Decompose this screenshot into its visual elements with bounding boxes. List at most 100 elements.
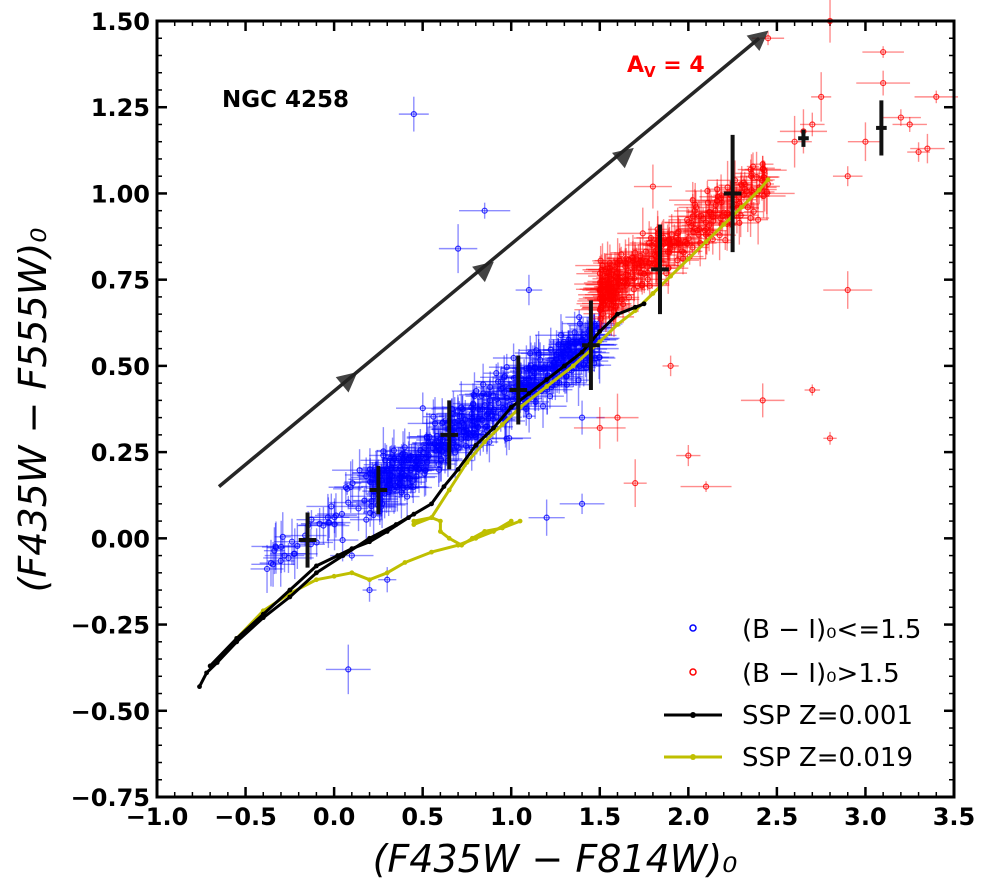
ssp-z0001-branch-dot: [260, 611, 266, 617]
x-tick-label: 3.5: [933, 803, 976, 831]
ssp-z0001-track-dot: [641, 301, 647, 307]
ssp-z0019-track-blue-end-dot: [508, 518, 514, 524]
red-point: [689, 244, 696, 251]
blue-point: [486, 397, 493, 404]
red-point: [618, 251, 625, 258]
blue-point: [404, 493, 411, 500]
red-point: [809, 121, 816, 128]
y-tick-label: 1.00: [91, 180, 150, 208]
blue-point: [380, 452, 387, 459]
blue-point: [595, 354, 603, 361]
red-point: [748, 186, 755, 194]
blue-point: [485, 391, 493, 398]
red-point: [689, 213, 696, 220]
ssp-z0019-track-dot: [650, 291, 656, 296]
ssp-z0019-loop-dot: [411, 518, 417, 524]
ssp-z0001-branch-dot: [207, 663, 213, 669]
reddening-vector-line: [217, 36, 761, 488]
blue-point: [480, 381, 487, 388]
blue-point: [525, 375, 532, 382]
blue-point: [499, 405, 506, 412]
y-tick-label: −0.50: [71, 698, 150, 726]
ssp-z0019-loop-dot: [499, 525, 505, 531]
blue-point: [526, 413, 533, 420]
ssp-z0019-loop-dot: [459, 542, 465, 548]
red-point: [622, 263, 629, 270]
blue-point: [380, 448, 387, 455]
blue-point: [277, 557, 284, 565]
red-point: [612, 304, 619, 311]
red-point: [682, 238, 689, 245]
ssp-z0001-branch-dot: [384, 529, 390, 534]
blue-point: [563, 381, 570, 388]
red-point: [712, 207, 719, 214]
red-point: [722, 237, 729, 244]
blue-point: [506, 435, 513, 442]
ssp-z0019-track-dot: [668, 273, 674, 279]
blue-point: [489, 415, 496, 423]
red-point: [809, 386, 816, 394]
blue-point: [571, 329, 578, 336]
blue-point: [571, 340, 578, 347]
blue-point: [356, 467, 363, 474]
blue-point: [489, 392, 497, 399]
red-point: [685, 219, 692, 226]
red-point: [610, 307, 618, 315]
blue-point: [561, 351, 568, 359]
red-point: [627, 275, 634, 282]
binned-median-crosses: [298, 100, 887, 568]
reddening-vector-arrowhead: [746, 30, 769, 52]
blue-point: [580, 361, 587, 368]
blue-point: [344, 485, 351, 492]
red-point: [915, 148, 922, 156]
x-axis-label: (F435W − F814W)₀: [373, 837, 738, 881]
ssp-z0001-track-dot: [429, 501, 434, 507]
ssp-z0019-track-dot: [756, 187, 762, 193]
blue-point: [425, 452, 432, 459]
red-point: [623, 255, 630, 262]
red-point: [631, 264, 638, 271]
blue-point: [313, 539, 320, 546]
red-point: [668, 231, 675, 238]
y-tick-label: 0.25: [91, 439, 150, 467]
blue-point: [342, 484, 349, 491]
blue-point: [497, 378, 504, 385]
red-point: [637, 252, 644, 260]
red-point: [759, 397, 766, 404]
ssp-z0019-track-blue-end-dot: [331, 573, 337, 579]
chart-ticks: [155, 19, 956, 799]
blue-point: [398, 451, 405, 458]
blue-point: [485, 410, 492, 417]
red-point: [747, 215, 754, 222]
red-point: [606, 278, 613, 285]
blue-point: [368, 503, 375, 510]
red-point: [597, 304, 605, 311]
blue-point: [413, 473, 420, 480]
blue-point: [494, 396, 501, 403]
ssp-z0019-loop-dot: [482, 529, 488, 534]
ssp-z0001-track-dot: [508, 404, 514, 410]
red-point: [596, 270, 604, 277]
red-point: [906, 121, 913, 128]
red-point: [737, 181, 745, 188]
blue-point: [400, 484, 407, 492]
red-point: [630, 286, 637, 293]
red-point: [764, 35, 772, 42]
red-point: [634, 282, 642, 290]
blue-point: [328, 503, 335, 510]
ssp-z0001-track-dot: [204, 670, 209, 676]
reddening-vector-arrowhead: [335, 372, 358, 393]
red-point: [753, 173, 760, 181]
red-point: [618, 296, 625, 303]
blue-point: [421, 467, 429, 474]
red-point: [675, 228, 682, 235]
blue-point: [578, 500, 586, 507]
blue-point: [561, 354, 569, 361]
red-cluster-points: [573, 0, 959, 508]
blue-point: [423, 434, 430, 442]
ssp-z0019-loop: [413, 516, 521, 547]
blue-point: [384, 467, 391, 474]
ssp-z0019-loop-dot: [437, 518, 443, 524]
red-point: [689, 197, 696, 204]
red-point: [666, 241, 674, 248]
